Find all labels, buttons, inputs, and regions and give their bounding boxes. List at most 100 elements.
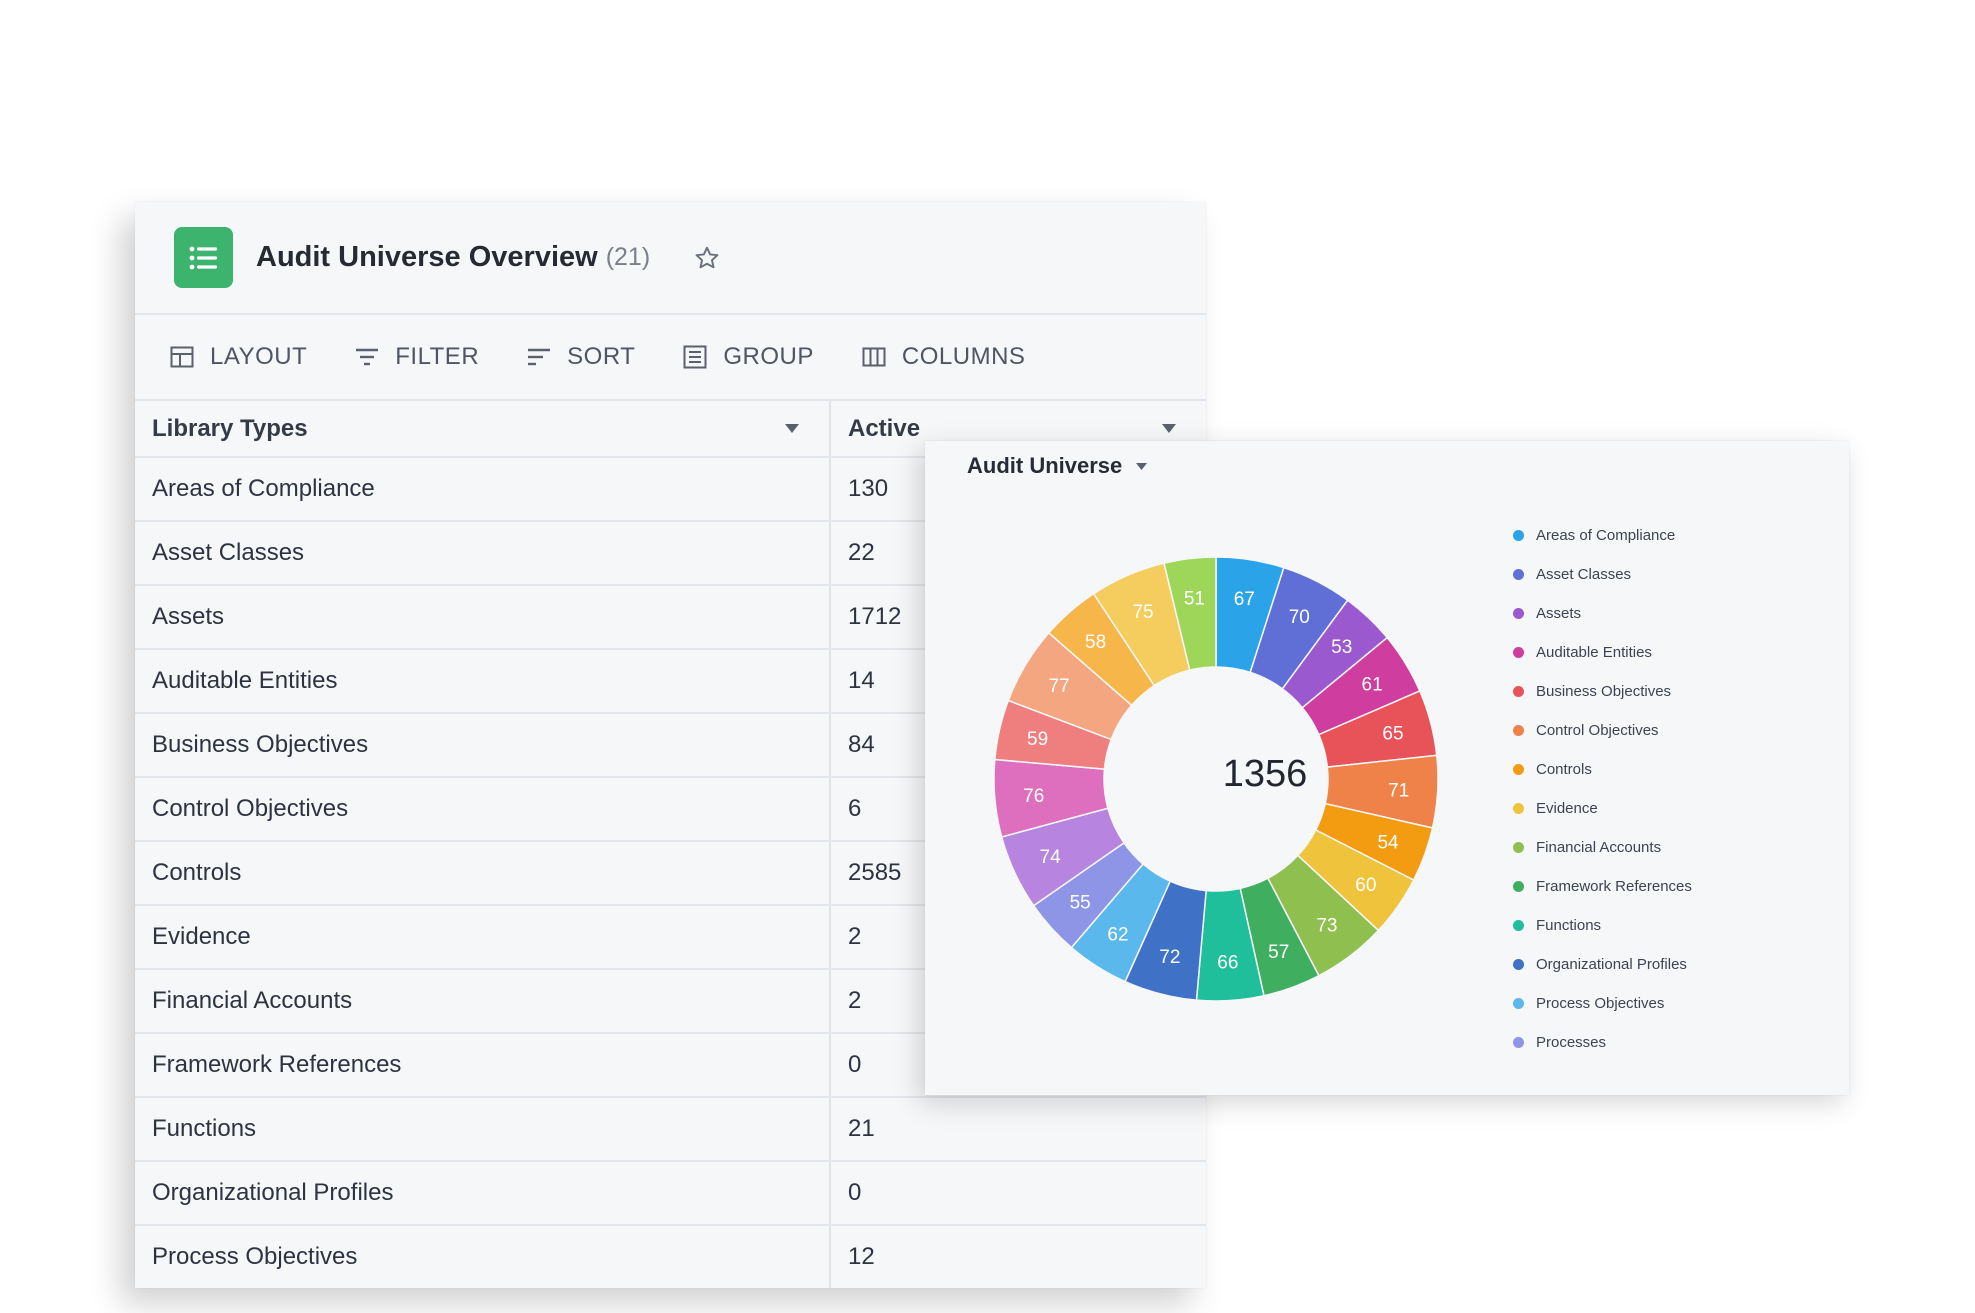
legend-dot-icon	[1513, 530, 1524, 541]
toolbar: LAYOUT FILTER SORT G	[135, 315, 1206, 401]
slice-value-label: 70	[1289, 607, 1310, 628]
table-row[interactable]: Functions 21	[135, 1097, 1206, 1162]
slice-value-label: 76	[1023, 786, 1044, 807]
legend-item[interactable]: Controls	[1513, 750, 1692, 789]
filter-button[interactable]: FILTER	[355, 343, 479, 371]
slice-value-label: 75	[1132, 602, 1153, 623]
panel-header: Audit Universe Overview (21)	[135, 202, 1206, 315]
sort-label: SORT	[567, 343, 636, 370]
legend-label: Business Objectives	[1536, 683, 1672, 700]
legend-item[interactable]: Functions	[1513, 906, 1692, 945]
legend-label: Asset Classes	[1536, 566, 1632, 583]
chart-legend: Areas of Compliance Asset Classes Assets Au…	[1513, 516, 1692, 1062]
columns-icon	[862, 347, 886, 367]
library-type-cell: Financial Accounts	[135, 969, 831, 1034]
filter-label: FILTER	[395, 343, 480, 370]
group-label: GROUP	[723, 343, 814, 370]
legend-item[interactable]: Evidence	[1513, 789, 1692, 828]
slice-value-label: 55	[1070, 893, 1091, 914]
legend-item[interactable]: Asset Classes	[1513, 555, 1692, 594]
legend-label: Framework References	[1536, 878, 1692, 895]
legend-dot-icon	[1513, 1037, 1524, 1048]
slice-value-label: 58	[1085, 632, 1106, 653]
legend-label: Financial Accounts	[1536, 839, 1662, 856]
library-type-cell: Control Objectives	[135, 777, 831, 842]
donut-slice[interactable]	[1163, 556, 1217, 672]
legend-label: Assets	[1536, 605, 1582, 622]
slice-value-label: 60	[1355, 875, 1376, 896]
page-title: Audit Universe Overview	[256, 241, 598, 273]
layout-icon	[170, 346, 194, 368]
legend-dot-icon	[1513, 569, 1524, 580]
legend-dot-icon	[1513, 686, 1524, 697]
active-count-cell[interactable]: 21	[830, 1097, 1206, 1162]
column-header-label: Library Types	[152, 414, 308, 442]
chart-selector[interactable]: Audit Universe	[967, 453, 1148, 479]
slice-value-label: 54	[1377, 832, 1399, 853]
legend-label: Areas of Compliance	[1536, 527, 1676, 544]
legend-dot-icon	[1513, 608, 1524, 619]
legend-item[interactable]: Business Objectives	[1513, 672, 1692, 711]
sort-icon	[528, 348, 551, 366]
layout-label: LAYOUT	[210, 343, 308, 370]
legend-label: Processes	[1536, 1034, 1607, 1051]
library-type-cell: Auditable Entities	[135, 649, 831, 714]
star-icon[interactable]	[694, 245, 720, 271]
table-row[interactable]: Process Objectives 12	[135, 1225, 1206, 1288]
group-button[interactable]: GROUP	[683, 343, 814, 371]
legend-item[interactable]: Financial Accounts	[1513, 828, 1692, 867]
legend-item[interactable]: Areas of Compliance	[1513, 516, 1692, 555]
legend-item[interactable]: Auditable Entities	[1513, 633, 1692, 672]
legend-dot-icon	[1513, 959, 1524, 970]
slice-value-label: 72	[1159, 947, 1180, 968]
legend-item[interactable]: Organizational Profiles	[1513, 945, 1692, 984]
active-count-cell: 0	[830, 1161, 1206, 1226]
table-row[interactable]: Organizational Profiles 0	[135, 1161, 1206, 1226]
legend-dot-icon	[1513, 764, 1524, 775]
filter-icon	[356, 348, 379, 366]
legend-dot-icon	[1513, 647, 1524, 658]
library-type-cell: Assets	[135, 585, 831, 650]
legend-dot-icon	[1513, 881, 1524, 892]
chevron-down-icon[interactable]	[1162, 424, 1176, 433]
legend-dot-icon	[1513, 998, 1524, 1009]
chart-title: Audit Universe	[967, 453, 1123, 478]
legend-dot-icon	[1513, 725, 1524, 736]
slice-value-label: 74	[1040, 847, 1062, 868]
slice-value-label: 57	[1268, 942, 1289, 963]
column-header-label: Active	[848, 414, 921, 442]
library-type-cell: Functions	[135, 1097, 831, 1162]
columns-label: COLUMNS	[901, 343, 1026, 370]
group-icon	[683, 345, 707, 369]
slice-value-label: 59	[1027, 729, 1048, 750]
list-icon	[174, 227, 233, 288]
legend-label: Evidence	[1536, 800, 1598, 817]
columns-button[interactable]: COLUMNS	[862, 343, 1026, 371]
slice-value-label: 73	[1316, 916, 1337, 937]
slice-value-label: 66	[1217, 953, 1238, 974]
donut-chart: 67 70 53 61 65 71 54 60 73 57 66 72 62 55 74 76 59 77 58 75…	[993, 556, 1439, 1002]
chevron-down-icon[interactable]	[785, 424, 799, 433]
audit-universe-chart-card: Audit Universe 67 70 53 61 65 71 54 60 73 57 66 72 6…	[925, 441, 1849, 1095]
legend-label: Controls	[1536, 761, 1592, 778]
column-header-library-types[interactable]: Library Types	[135, 401, 831, 458]
slice-value-label: 51	[1184, 588, 1205, 609]
legend-label: Auditable Entities	[1536, 644, 1652, 661]
library-type-cell: Evidence	[135, 905, 831, 970]
active-count-cell[interactable]: 12	[830, 1225, 1206, 1288]
legend-label: Functions	[1536, 917, 1602, 934]
slice-value-label: 71	[1388, 781, 1409, 802]
slice-value-label: 62	[1107, 925, 1128, 946]
legend-item[interactable]: Control Objectives	[1513, 711, 1692, 750]
layout-button[interactable]: LAYOUT	[170, 343, 307, 371]
legend-item[interactable]: Framework References	[1513, 867, 1692, 906]
legend-label: Organizational Profiles	[1536, 956, 1687, 973]
library-type-cell: Process Objectives	[135, 1225, 831, 1288]
legend-item[interactable]: Process Objectives	[1513, 984, 1692, 1023]
legend-item[interactable]: Assets	[1513, 594, 1692, 633]
sort-button[interactable]: SORT	[527, 343, 635, 371]
legend-dot-icon	[1513, 803, 1524, 814]
legend-item[interactable]: Processes	[1513, 1023, 1692, 1062]
slice-value-label: 61	[1362, 674, 1383, 695]
legend-dot-icon	[1513, 920, 1524, 931]
